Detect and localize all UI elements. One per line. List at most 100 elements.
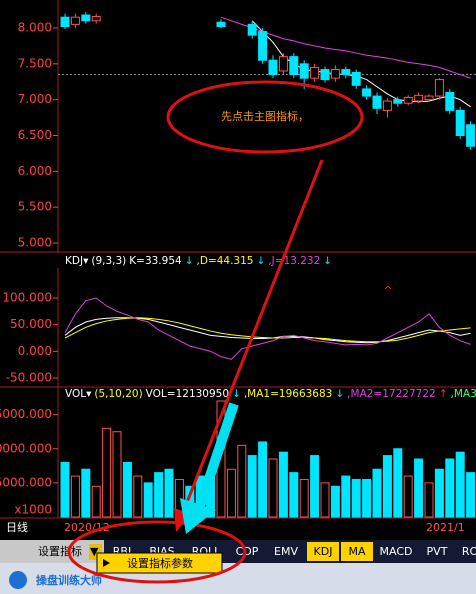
y-tick-label: 6.000	[18, 164, 52, 178]
volume-bar	[362, 478, 372, 518]
arrow-line	[195, 402, 239, 508]
candle-body	[362, 88, 372, 97]
volume-bar	[133, 475, 143, 518]
indicator-tab[interactable]: EMV	[274, 545, 298, 558]
indicator-menu[interactable]: 设置指标	[38, 544, 82, 558]
y-tick-label: 50.000	[10, 317, 52, 331]
menu-area	[0, 540, 104, 563]
trend-arrow: ↓	[185, 255, 194, 267]
y-tick-label: 5000.000	[0, 407, 52, 421]
candle-body	[330, 69, 340, 79]
indicator-header: KDJ▾ (9,3,3) K=33.954 ↓ ,D=44.315 ↓ ,J=13.232 ↓	[65, 255, 332, 267]
indicator-tab[interactable]: PVT	[427, 545, 448, 558]
indicator-tab[interactable]: MACD	[380, 545, 413, 558]
y-tick-label: 5.000	[18, 236, 52, 250]
y-tick-label: -50.000	[6, 371, 52, 385]
popup-item[interactable]: 设置指标参数	[127, 556, 193, 570]
logo: 操盘训练大师	[36, 573, 102, 587]
volume-bar	[320, 482, 330, 518]
y-tick-label: 5000.000	[0, 475, 52, 489]
y-tick-label: 7.500	[18, 56, 52, 70]
volume-bar	[341, 475, 351, 518]
unit-label: x1000	[14, 503, 52, 517]
candle-body	[403, 97, 413, 104]
candle-body	[466, 124, 476, 147]
candle-body	[393, 99, 403, 104]
indicator-line	[64, 317, 471, 343]
trend-arrow: ↓	[323, 255, 332, 267]
tab-highlight[interactable]	[307, 542, 339, 561]
volume-bar	[289, 472, 299, 518]
volume-bar	[268, 458, 278, 518]
candle-body	[278, 56, 288, 72]
volume-bar	[414, 458, 424, 518]
highlight-ellipse	[166, 80, 364, 154]
volume-bar	[445, 458, 455, 518]
candle-body	[216, 21, 226, 28]
ma1-value: ,MA1=19663683	[244, 388, 333, 400]
trend-arrow: ↓	[335, 388, 344, 400]
volume-bar	[434, 468, 444, 518]
status-bar	[0, 563, 476, 594]
candle-body	[341, 69, 351, 76]
volume-bar	[310, 455, 320, 518]
candle-body	[414, 94, 424, 102]
volume-bar	[154, 472, 164, 518]
volume-bar	[70, 475, 80, 518]
ma3-value: ,MA3=129	[451, 388, 476, 400]
volume-bar	[393, 448, 403, 518]
indicator-line	[251, 20, 471, 108]
volume-bar	[122, 461, 132, 518]
y-tick-label: 0000.000	[0, 441, 52, 455]
ma2-value: ,MA2=17227722	[347, 388, 436, 400]
candle-body	[445, 91, 455, 111]
volume-bar	[258, 441, 268, 518]
y-tick-label: 6.500	[18, 128, 52, 142]
volume-bar	[164, 468, 174, 518]
volume-bar	[91, 485, 101, 518]
volume-bar	[278, 451, 288, 518]
candle-body	[258, 31, 268, 61]
highlight-ellipse	[67, 520, 247, 584]
volume-bar	[372, 468, 382, 518]
candle-body	[434, 79, 444, 97]
trend-arrow: ↓	[232, 388, 241, 400]
candle-body	[310, 66, 320, 79]
candle-body	[81, 14, 91, 22]
volume-bar	[60, 461, 70, 518]
candle-body	[320, 69, 330, 81]
volume-bar	[102, 427, 112, 518]
k-value: K=33.954	[129, 255, 182, 267]
candle-body	[372, 95, 382, 109]
menu-arrow[interactable]: ▼	[90, 545, 99, 558]
j-value: ,J=13.232	[268, 255, 320, 267]
indicator-tab[interactable]: CDP	[236, 545, 259, 558]
indicator-tab[interactable]: RO	[462, 545, 476, 558]
volume-bar	[237, 444, 247, 518]
d-value: ,D=44.315	[197, 255, 254, 267]
tab-highlight[interactable]	[341, 542, 373, 561]
candle-body	[289, 56, 299, 76]
logo-icon	[9, 571, 27, 589]
volume-bar	[424, 482, 434, 518]
indicator-line	[64, 297, 471, 360]
indicator-tab[interactable]: KDJ	[314, 545, 333, 558]
candle-body	[299, 63, 309, 79]
indicator-tab[interactable]: MA	[348, 545, 365, 558]
y-tick-label: 5.500	[18, 200, 52, 214]
volume-bar	[382, 455, 392, 518]
caret-mark: ^	[383, 284, 392, 297]
trend-arrow: ↑	[439, 388, 448, 400]
volume-bar	[403, 475, 413, 518]
candle-body	[91, 15, 101, 22]
candle-body	[455, 109, 465, 136]
popup-menu[interactable]	[96, 552, 223, 574]
volume-bar	[112, 431, 122, 518]
volume-bar	[143, 482, 153, 518]
trend-arrow: ↓	[256, 255, 265, 267]
indicator-name: VOL▾	[65, 388, 92, 400]
indicator-header: VOL▾ (5,10,20) VOL=12130950 ↓ ,MA1=19663683 ↓…	[65, 388, 476, 400]
volume-bar	[299, 478, 309, 518]
annotation: 先点击主图指标，	[221, 109, 309, 123]
